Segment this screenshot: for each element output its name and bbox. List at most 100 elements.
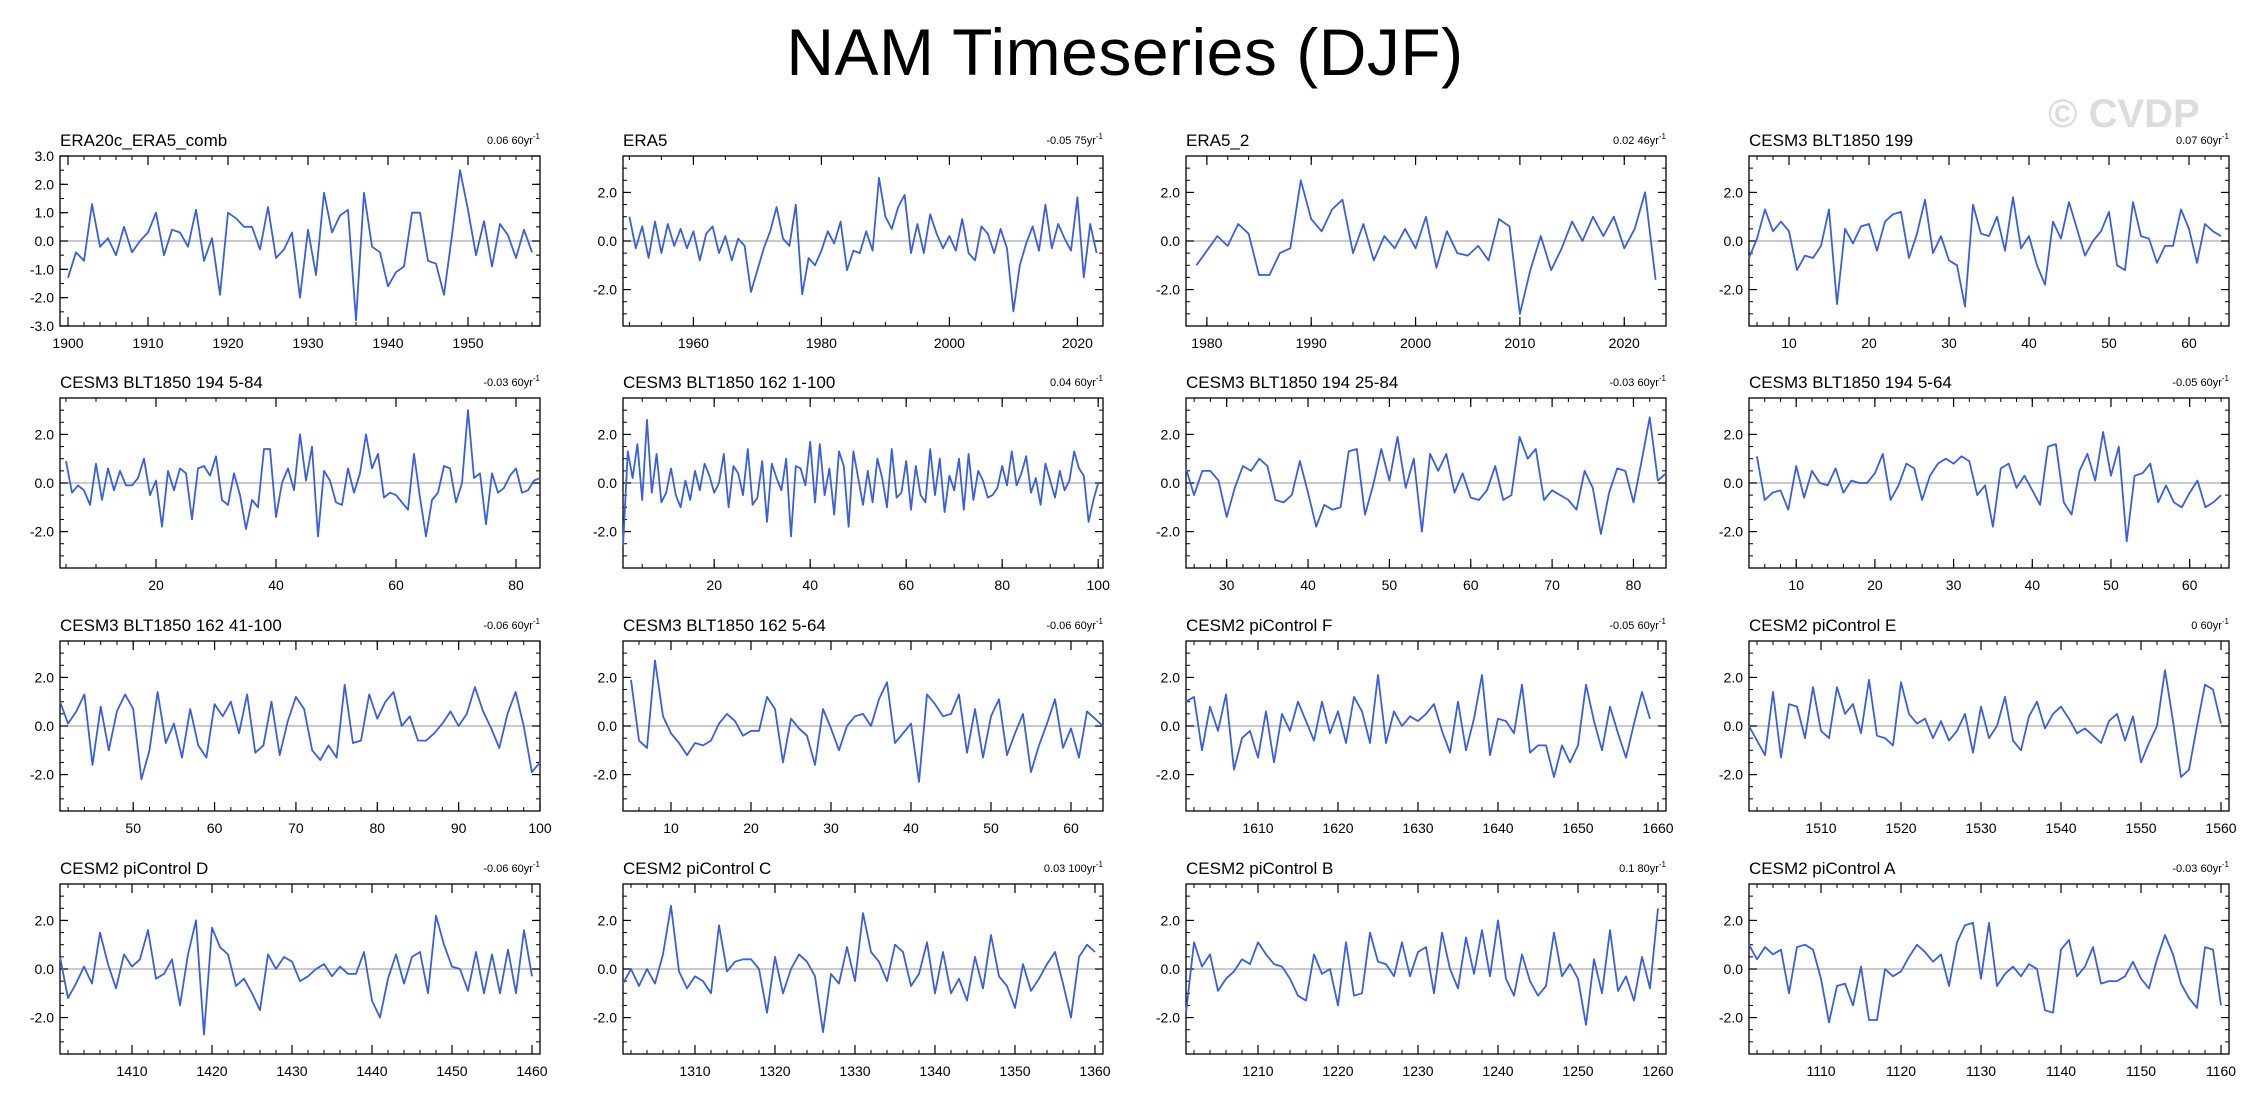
panel-4: CESM3 BLT1850 199 0.07 60yr-1 2.0 0.0 -2.0 10… <box>1719 131 2230 351</box>
x-tick-label: 1980 <box>1191 335 1222 351</box>
panel-14: CESM2 piControl C 0.03 100yr-1 2.0 0.0 -2.0 1… <box>593 859 1111 1079</box>
panel-title: CESM3 BLT1850 194 25-84 <box>1186 373 1398 392</box>
y-tick-label: -2.0 <box>1719 1010 1743 1026</box>
figure-title: NAM Timeseries (DJF) <box>786 15 1464 89</box>
x-tick-label: 1460 <box>516 1063 547 1079</box>
x-tick-label: 1260 <box>1642 1063 1673 1079</box>
y-tick-label: 2.0 <box>35 912 55 928</box>
x-tick-label: 1350 <box>999 1063 1030 1079</box>
x-tick-label: 60 <box>898 577 914 593</box>
x-tick-label: 100 <box>1087 577 1111 593</box>
series-line <box>1748 669 2222 778</box>
x-tick-label: 1960 <box>678 335 709 351</box>
panel-1: ERA20c_ERA5_comb 0.06 60yr-1 3.0 2.0 1.0 0.0 -… <box>30 131 541 351</box>
series-line <box>1195 179 1657 315</box>
y-tick-label: -2.0 <box>1156 282 1180 298</box>
y-tick-label: 2.0 <box>1161 669 1181 685</box>
x-tick-label: 1950 <box>452 335 483 351</box>
panel-5: CESM3 BLT1850 194 5-84 -0.03 60yr-1 2.0 0.0… <box>30 373 541 593</box>
y-tick-label: 3.0 <box>35 148 55 164</box>
x-tick-label: 1930 <box>292 335 323 351</box>
x-tick-label: 1940 <box>372 335 403 351</box>
x-tick-label: 70 <box>288 820 304 836</box>
y-tick-label: 0.0 <box>1724 233 1744 249</box>
x-tick-label: 1510 <box>1805 820 1836 836</box>
x-tick-label: 1250 <box>1562 1063 1593 1079</box>
x-tick-label: 30 <box>1941 335 1957 351</box>
x-tick-label: 1900 <box>52 335 83 351</box>
x-tick-label: 80 <box>369 820 385 836</box>
x-tick-label: 1550 <box>2125 820 2156 836</box>
panel-title: CESM2 piControl A <box>1749 859 1896 878</box>
x-tick-label: 1560 <box>2205 820 2236 836</box>
panel-trend: -0.03 60yr-1 <box>1609 374 1666 389</box>
panel-6: CESM3 BLT1850 162 1-100 0.04 60yr-1 2.0 0.0… <box>593 373 1110 593</box>
y-tick-label: -2.0 <box>30 290 54 306</box>
y-tick-label: 2.0 <box>598 426 618 442</box>
x-tick-label: 40 <box>1300 577 1316 593</box>
x-tick-label: 80 <box>508 577 524 593</box>
y-tick-label: 2.0 <box>1724 184 1744 200</box>
x-tick-label: 30 <box>1946 577 1962 593</box>
y-tick-label: 0.0 <box>35 961 55 977</box>
x-tick-label: 1360 <box>1079 1063 1110 1079</box>
x-tick-label: 100 <box>528 820 552 836</box>
series-line <box>622 418 1100 547</box>
y-tick-label: 2.0 <box>35 669 55 685</box>
x-tick-label: 2000 <box>934 335 965 351</box>
panel-title: CESM3 BLT1850 162 1-100 <box>623 373 835 392</box>
panel-2: ERA5 -0.05 75yr-1 2.0 0.0 -2.0 1960 1980 2000 20… <box>593 131 1104 351</box>
x-tick-label: 70 <box>1544 577 1560 593</box>
x-tick-label: 1650 <box>1562 820 1593 836</box>
panel-trend: -0.05 75yr-1 <box>1046 132 1103 147</box>
series-line <box>1748 922 2222 1024</box>
y-tick-label: -2.0 <box>1156 767 1180 783</box>
panel-title: CESM3 BLT1850 199 <box>1749 131 1913 150</box>
panel-trend: -0.03 60yr-1 <box>2172 860 2229 875</box>
y-tick-label: 0.0 <box>1161 961 1181 977</box>
y-tick-label: -2.0 <box>30 767 54 783</box>
x-tick-label: 60 <box>1463 577 1479 593</box>
x-tick-label: 1320 <box>759 1063 790 1079</box>
panel-title: CESM2 piControl F <box>1186 616 1332 635</box>
x-tick-label: 80 <box>994 577 1010 593</box>
panel-trend: 0.02 46yr-1 <box>1613 132 1667 147</box>
series-line <box>59 914 533 1036</box>
panel-title: ERA5 <box>623 131 667 150</box>
panel-title: ERA20c_ERA5_comb <box>60 131 227 150</box>
x-tick-label: 10 <box>663 820 679 836</box>
y-tick-label: -1.0 <box>30 261 54 277</box>
y-tick-label: 0.0 <box>35 718 55 734</box>
y-tick-label: 2.0 <box>598 669 618 685</box>
panel-title: CESM3 BLT1850 162 5-64 <box>623 616 826 635</box>
y-tick-label: 2.0 <box>1724 669 1744 685</box>
x-tick-label: 1240 <box>1482 1063 1513 1079</box>
x-tick-label: 1620 <box>1322 820 1353 836</box>
y-tick-label: -2.0 <box>30 524 54 540</box>
x-tick-label: 40 <box>268 577 284 593</box>
panel-15: CESM2 piControl B 0.1 80yr-1 2.0 0.0 -2.0 121… <box>1156 859 1674 1079</box>
x-tick-label: 1420 <box>196 1063 227 1079</box>
x-tick-label: 20 <box>706 577 722 593</box>
series-line <box>1748 196 2222 308</box>
series-line <box>67 169 533 322</box>
x-tick-label: 40 <box>2021 335 2037 351</box>
panel-title: CESM3 BLT1850 194 5-84 <box>60 373 263 392</box>
x-tick-label: 60 <box>388 577 404 593</box>
x-tick-label: 10 <box>1781 335 1797 351</box>
panel-title: CESM3 BLT1850 194 5-64 <box>1749 373 1952 392</box>
x-tick-label: 1540 <box>2045 820 2076 836</box>
x-tick-label: 1110 <box>1806 1063 1835 1079</box>
y-tick-label: 2.0 <box>35 176 55 192</box>
y-tick-label: 0.0 <box>1724 475 1744 491</box>
y-tick-label: 2.0 <box>1724 426 1744 442</box>
series-line <box>628 176 1098 313</box>
panel-title: CESM2 piControl B <box>1186 859 1333 878</box>
panel-trend: -0.06 60yr-1 <box>483 617 540 632</box>
x-tick-label: 1610 <box>1242 820 1273 836</box>
y-tick-label: 0.0 <box>1161 233 1181 249</box>
panel-title: ERA5_2 <box>1186 131 1249 150</box>
x-tick-label: 20 <box>743 820 759 836</box>
series-line <box>59 683 541 781</box>
